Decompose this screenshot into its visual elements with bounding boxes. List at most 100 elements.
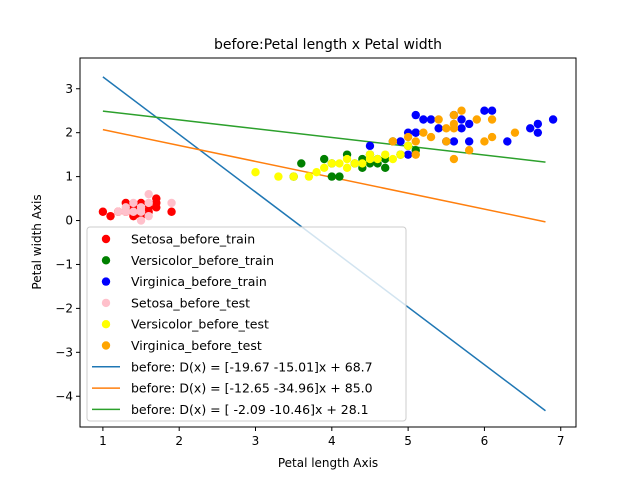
setosa-before-test-point <box>136 216 146 225</box>
setosa-before-test-point <box>129 207 138 216</box>
virginica-before-test-point <box>411 150 420 159</box>
versicolor-before-test-point <box>251 168 260 177</box>
versicolor-before-train-point <box>327 172 337 181</box>
virginica-before-train-point <box>464 119 474 129</box>
virginica-before-test-point <box>449 110 459 120</box>
setosa-before-test-point <box>129 198 138 208</box>
versicolor-before-test-point <box>365 154 375 164</box>
virginica-before-train-point <box>419 115 428 124</box>
x-tick-label: 4 <box>328 434 336 448</box>
virginica-before-train-point <box>457 115 466 124</box>
virginica-before-train-point <box>365 141 375 151</box>
y-tick-label: −2 <box>55 301 73 315</box>
virginica-before-train-point <box>449 137 459 146</box>
x-tick-label: 6 <box>481 434 489 448</box>
virginica-before-test-point <box>464 146 474 155</box>
versicolor-before-test-point <box>304 172 314 181</box>
versicolor-before-train-point <box>319 154 329 164</box>
legend-label: before: D(x) = [-12.65 -34.96]x + 85.0 <box>131 381 373 396</box>
setosa-before-train-point <box>98 207 108 216</box>
virginica-before-train-point <box>411 128 420 137</box>
virginica-before-train-point <box>487 106 497 115</box>
versicolor-before-test-point <box>388 154 398 164</box>
decision-line-3 <box>102 110 546 163</box>
setosa-before-test-point <box>121 207 130 216</box>
setosa-before-train-point <box>152 203 161 212</box>
setosa-before-test-point <box>113 207 123 216</box>
virginica-before-train-point <box>503 137 512 146</box>
data-points <box>98 106 558 225</box>
virginica-before-test-point <box>510 128 520 137</box>
legend-label: Versicolor_before_test <box>131 317 269 332</box>
x-tick-label: 5 <box>404 434 412 448</box>
versicolor-before-train-point <box>381 163 390 173</box>
x-axis-label: Petal length Axis <box>278 456 378 470</box>
setosa-before-test-point <box>144 211 153 221</box>
virginica-before-train-point <box>533 119 543 129</box>
x-tick-label: 3 <box>252 434 260 448</box>
versicolor-before-test-point <box>350 159 359 168</box>
virginica-before-test-point <box>449 154 459 164</box>
legend-label: Virginica_before_train <box>131 274 267 289</box>
y-tick-label: 0 <box>65 214 73 228</box>
virginica-before-train-point <box>526 124 535 133</box>
legend-label: before: D(x) = [-19.67 -15.01]x + 68.7 <box>131 359 373 374</box>
virginica-before-train-point <box>426 115 436 124</box>
virginica-before-train-point <box>533 128 543 137</box>
legend-label: Setosa_before_test <box>131 295 250 310</box>
setosa-before-test-point <box>136 207 146 216</box>
legend-marker <box>101 256 111 265</box>
y-axis-ticks: −4 −3 −2 −1 0 1 2 3 <box>55 82 80 403</box>
legend: Setosa_before_train Versicolor_before_tra… <box>86 226 407 422</box>
versicolor-before-test-point <box>274 172 283 181</box>
legend-marker <box>101 298 111 308</box>
setosa-before-test-point <box>144 198 153 208</box>
versicolor-before-test-point <box>342 163 352 173</box>
versicolor-before-test-point <box>403 141 413 151</box>
y-axis-label: Petal width Axis <box>30 194 44 289</box>
virginica-before-train-point <box>548 115 558 124</box>
setosa-before-train-point <box>106 211 115 221</box>
x-tick-label: 2 <box>175 434 183 448</box>
virginica-before-test-point <box>480 137 489 146</box>
versicolor-before-train-point <box>297 159 306 168</box>
virginica-before-test-point <box>457 106 466 115</box>
plot-area <box>79 57 577 428</box>
virginica-before-test-point <box>487 115 497 124</box>
versicolor-before-test-point <box>319 163 329 173</box>
chart-title: before:Petal length x Petal width <box>214 37 442 53</box>
y-tick-label: −4 <box>55 389 73 403</box>
virginica-before-test-point <box>411 137 420 146</box>
legend-box <box>86 226 407 422</box>
virginica-before-test-point <box>442 124 451 133</box>
versicolor-before-test-point <box>289 172 298 181</box>
virginica-before-test-point <box>388 137 398 146</box>
axes-frame <box>79 57 577 428</box>
virginica-before-test-point <box>442 137 451 146</box>
virginica-before-test-point <box>434 115 443 124</box>
versicolor-before-test-point <box>312 168 321 177</box>
legend-marker <box>101 320 111 329</box>
versicolor-before-test-point <box>373 154 382 164</box>
virginica-before-test-point <box>419 128 428 137</box>
versicolor-before-test-point <box>327 159 337 168</box>
versicolor-before-test-point <box>335 159 344 168</box>
legend-label: Virginica_before_test <box>131 338 262 353</box>
versicolor-before-test-point <box>396 150 405 159</box>
x-tick-label: 7 <box>557 434 565 448</box>
virginica-before-test-point <box>487 132 497 142</box>
setosa-before-test-point <box>167 198 176 208</box>
legend-label: Setosa_before_train <box>131 232 255 247</box>
virginica-before-train-point <box>411 110 420 120</box>
legend-marker <box>101 341 111 350</box>
virginica-before-train-point <box>434 124 443 133</box>
versicolor-before-train-point <box>335 172 344 181</box>
legend-label: Versicolor_before_train <box>131 253 274 268</box>
virginica-before-test-point <box>426 132 436 142</box>
y-tick-label: −1 <box>55 257 73 271</box>
y-tick-label: −3 <box>55 345 73 359</box>
virginica-before-train-point <box>403 150 413 159</box>
setosa-before-train-point <box>167 207 176 216</box>
y-tick-label: 3 <box>65 82 73 96</box>
